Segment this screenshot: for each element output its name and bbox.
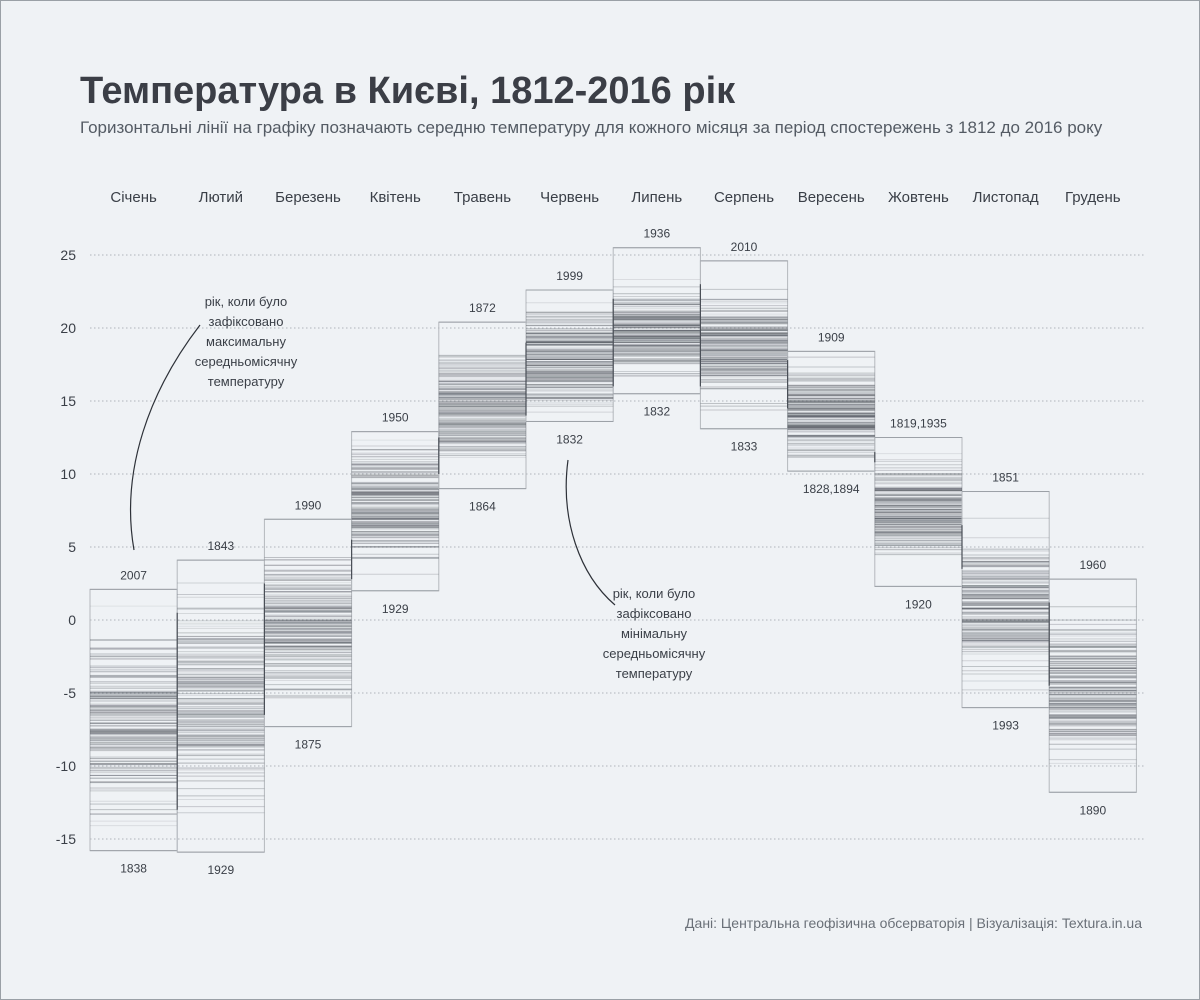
y-tick-label: 10: [60, 466, 76, 482]
yearly-lines: [90, 605, 178, 827]
yearly-lines: [700, 288, 788, 411]
month-label: Лютий: [199, 189, 243, 206]
chart-subtitle: Горизонтальні лінії на графіку позначают…: [80, 118, 1103, 137]
max-annotation-arrow: [130, 324, 201, 551]
yearly-lines: [526, 302, 614, 413]
yearly-lines: [438, 354, 526, 458]
max-year-label: 1990: [295, 498, 322, 512]
month-range-box: [961, 491, 1050, 709]
max-year-label: 1843: [207, 539, 234, 553]
month-label: Березень: [275, 189, 341, 206]
month-label: Липень: [631, 189, 682, 206]
month-range-box: [787, 350, 876, 472]
y-tick-label: 25: [60, 247, 76, 263]
y-tick-label: 0: [68, 612, 76, 628]
min-year-label: 1832: [643, 405, 670, 419]
min-year-label: 1929: [207, 863, 234, 877]
month-label: Січень: [110, 189, 157, 206]
min-year-label: 1929: [382, 602, 409, 616]
month-label: Травень: [454, 189, 511, 206]
min-year-label: 1833: [731, 440, 758, 454]
y-tick-label: -5: [64, 685, 77, 701]
y-tick-label: 5: [68, 539, 76, 555]
month-label: Серпень: [714, 189, 774, 206]
min-annotation-text: зафіксовано: [617, 606, 692, 621]
max-year-label: 2010: [731, 240, 758, 254]
max-year-label: 1909: [818, 330, 845, 344]
max-annotation-text: зафіксовано: [209, 314, 284, 329]
min-annotation-arrow: [565, 459, 616, 606]
y-tick-label: -15: [56, 831, 76, 847]
yearly-lines: [177, 582, 265, 814]
max-year-label: 1960: [1079, 558, 1106, 572]
max-year-label: 1851: [992, 471, 1019, 485]
month-range-box: [438, 321, 527, 490]
max-year-label: 2007: [120, 568, 147, 582]
yearly-lines: [962, 517, 1050, 691]
yearly-lines: [613, 279, 701, 377]
month-label: Квітень: [370, 189, 421, 206]
yearly-lines: [1049, 606, 1137, 764]
min-year-label: 1838: [120, 862, 147, 876]
max-year-label: 1819,1935: [890, 417, 947, 431]
yearly-lines: [264, 557, 352, 699]
min-year-label: 1832: [556, 432, 583, 446]
min-year-label: 1993: [992, 719, 1019, 733]
month-range-box: [1048, 578, 1137, 793]
min-year-label: 1864: [469, 500, 496, 514]
y-tick-label: -10: [56, 758, 76, 774]
min-year-label: 1920: [905, 597, 932, 611]
month-label: Грудень: [1065, 189, 1121, 206]
y-tick-label: 15: [60, 393, 76, 409]
y-tick-label: 20: [60, 320, 76, 336]
month-label: Червень: [540, 189, 599, 206]
min-annotation-text: температуру: [616, 666, 693, 681]
chart-title: Температура в Києві, 1812-2016 рік: [80, 70, 736, 112]
month-label: Вересень: [798, 189, 865, 206]
max-year-label: 1872: [469, 301, 496, 315]
max-year-label: 1950: [382, 411, 409, 425]
max-year-label: 1999: [556, 269, 583, 283]
min-year-label: 1828,1894: [803, 482, 860, 496]
min-year-label: 1875: [295, 738, 322, 752]
min-annotation-text: мінімальну: [621, 626, 688, 641]
month-label: Жовтень: [888, 189, 949, 206]
max-annotation-text: температуру: [208, 374, 285, 389]
min-annotation-text: рік, коли було: [613, 586, 696, 601]
yearly-lines: [351, 439, 439, 575]
max-annotation-text: максимальну: [206, 334, 286, 349]
max-year-label: 1936: [643, 227, 670, 241]
yearly-lines: [874, 453, 962, 556]
max-annotation-text: середньомісячну: [195, 354, 298, 369]
yearly-lines: [787, 356, 875, 458]
month-label: Листопад: [973, 189, 1039, 206]
min-year-label: 1890: [1079, 803, 1106, 817]
max-annotation-text: рік, коли було: [205, 294, 288, 309]
min-annotation-text: середньомісячну: [603, 646, 706, 661]
source-note: Дані: Центральна геофізична обсерваторія…: [685, 915, 1142, 931]
